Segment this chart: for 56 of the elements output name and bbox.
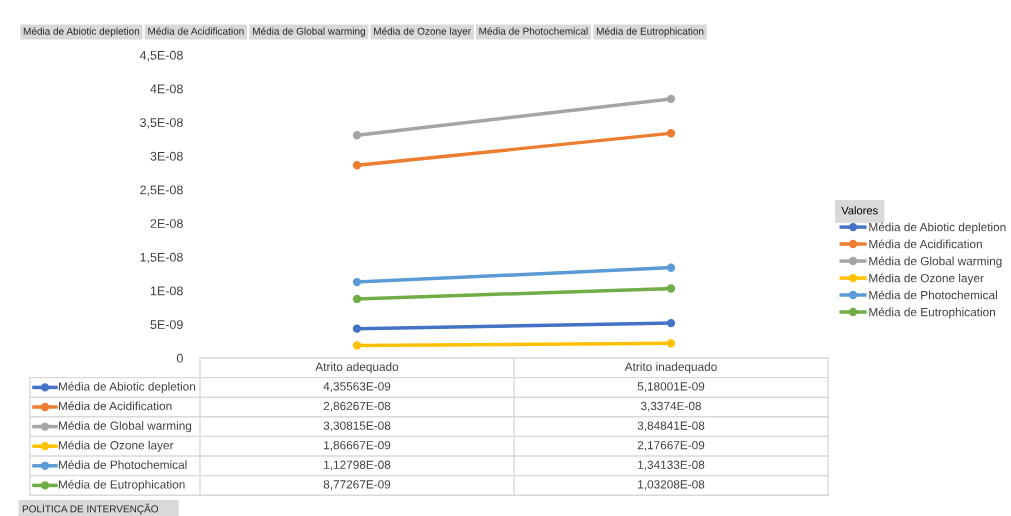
point [666, 318, 676, 328]
data-label: 8,77267E-09 [323, 480, 391, 490]
legend-label: Média de Abiotic depletion [58, 381, 196, 393]
y-tick-label: 4,5E-08 [139, 50, 183, 62]
text: Média de Photochemical [58, 460, 187, 469]
y-tick-label: 0 [176, 353, 183, 363]
legend-label: Média de Acidification [869, 239, 982, 249]
text: Média de Ozone layer [869, 273, 984, 285]
text: Média de Eutrophication [596, 27, 704, 37]
text: Média de Global warming [58, 421, 192, 433]
y-tick-label: 4E-08 [150, 84, 183, 94]
point [352, 277, 362, 287]
data-label: 5,18001E-09 [637, 382, 705, 392]
y-tick-label: 5E-09 [150, 320, 183, 329]
point [666, 129, 676, 138]
text: POLÍTICA DE INTERVENÇÃO [22, 503, 159, 515]
point [352, 324, 362, 333]
y-tick-label: 1E-08 [150, 286, 183, 296]
point [352, 131, 362, 140]
data-label: 1,12798E-08 [324, 460, 391, 471]
text: Média de Abiotic depletion [23, 27, 140, 37]
legend-label: Média de Eutrophication [869, 307, 995, 319]
point [666, 284, 676, 293]
legend-label: Média de Global warming [869, 256, 1002, 268]
point [666, 94, 676, 104]
data-label: 3,3374E-08 [640, 401, 702, 412]
text: Média de Global warming [253, 27, 365, 37]
text: Média de Acidification [58, 401, 172, 411]
y-tick-label: 3,5E-08 [140, 118, 183, 129]
x-tick-label: Atrito inadequado [624, 362, 717, 374]
text: Média de Eutrophication [58, 479, 185, 491]
point [666, 339, 676, 348]
legend-label: Média de Photochemical [869, 290, 997, 300]
point [352, 341, 362, 350]
data-label: 1,34133E-08 [638, 460, 705, 471]
data-label: 1,03208E-08 [638, 480, 705, 490]
text: Média de Photochemical [479, 27, 588, 35]
legend-label: Média de Ozone layer [58, 440, 174, 452]
legend-title: Valores [841, 206, 878, 215]
x-tick-label: Atrito adequado [315, 362, 399, 374]
text: Média de Ozone layer [374, 27, 471, 37]
point [352, 161, 362, 170]
y-tick-label: 3E-08 [150, 151, 183, 161]
point [352, 294, 362, 304]
data-label: 4,35563E-09 [323, 382, 391, 392]
text: Média de Acidification [148, 27, 244, 35]
data-label: 3,30815E-08 [323, 421, 391, 432]
y-tick-label: 2,5E-08 [140, 185, 183, 196]
y-tick-label: 2E-08 [150, 219, 183, 228]
data-label: 1,86667E-09 [324, 441, 391, 451]
y-tick-label: 1,5E-08 [140, 252, 183, 264]
data-label: 2,86267E-08 [323, 401, 391, 412]
data-label: 2,17667E-09 [637, 441, 705, 451]
data-label: 3,84841E-08 [637, 421, 705, 432]
point [666, 263, 676, 272]
text: Média de Abiotic depletion [869, 222, 1006, 234]
